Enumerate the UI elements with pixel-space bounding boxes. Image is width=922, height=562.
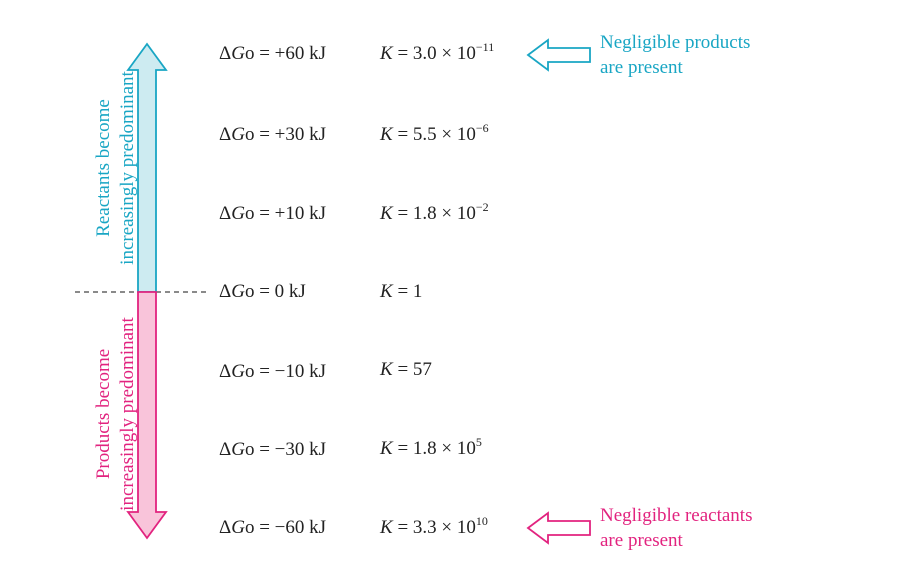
delta-symbol: Δ (219, 124, 232, 145)
k-mantissa: = 3.3 × 10 (397, 517, 476, 538)
g-symbol: G (231, 43, 245, 64)
delta-symbol: Δ (219, 43, 232, 64)
reactants-label-line1: Reactants become (93, 99, 114, 237)
k-row: K = 1 (380, 277, 422, 307)
delta-g-value: = −30 kJ (259, 439, 327, 460)
delta-symbol: Δ (219, 361, 232, 382)
delta-symbol: Δ (219, 281, 232, 302)
delta-g-row: ΔGo = −30 kJ (219, 435, 326, 465)
k-symbol: K (380, 281, 393, 302)
k-exponent: −2 (475, 200, 489, 214)
delta-g-row: ΔGo = 0 kJ (219, 277, 306, 307)
reactants-predominant-label: Reactants become increasingly predominan… (92, 48, 140, 288)
k-row: K = 1.8 × 105 (380, 434, 482, 464)
delta-g-row: ΔGo = +30 kJ (219, 120, 326, 150)
g-symbol: G (231, 281, 245, 302)
delta-g-value: = 0 kJ (259, 281, 306, 302)
g-symbol: G (231, 203, 245, 224)
g-symbol: G (231, 361, 245, 382)
note-bottom-line2: are present (600, 530, 683, 551)
delta-g-value: = +30 kJ (259, 124, 327, 145)
k-exponent: 10 (475, 514, 488, 528)
negligible-reactants-note: Negligible reactants are present (600, 503, 752, 553)
delta-g-row: ΔGo = −10 kJ (219, 357, 326, 387)
negligible-products-note: Negligible products are present (600, 30, 750, 80)
k-row: K = 57 (380, 355, 432, 385)
delta-g-row: ΔGo = +60 kJ (219, 39, 326, 69)
g-symbol: G (231, 517, 245, 538)
k-mantissa: = 1.8 × 10 (397, 438, 476, 459)
k-symbol: K (380, 438, 393, 459)
k-row: K = 3.0 × 10−11 (380, 39, 494, 69)
k-exponent: −11 (475, 40, 495, 54)
standard-symbol: o (244, 124, 255, 145)
products-down-arrow (126, 291, 168, 540)
delta-symbol: Δ (219, 439, 232, 460)
standard-symbol: o (244, 439, 255, 460)
k-symbol: K (380, 517, 393, 538)
note-bottom-line1: Negligible reactants (600, 505, 753, 526)
reactants-up-arrow (126, 42, 168, 293)
note-top-line1: Negligible products (600, 32, 751, 53)
products-label-line2: increasingly predominant (117, 317, 138, 511)
standard-symbol: o (244, 281, 255, 302)
k-row: K = 3.3 × 1010 (380, 513, 488, 543)
negligible-products-arrow (526, 38, 591, 72)
standard-symbol: o (244, 43, 255, 64)
negligible-reactants-arrow (526, 511, 591, 545)
k-symbol: K (380, 124, 393, 145)
k-mantissa: = 57 (397, 359, 432, 380)
note-top-line2: are present (600, 57, 683, 78)
k-row: K = 1.8 × 10−2 (380, 199, 489, 229)
delta-g-row: ΔGo = +10 kJ (219, 199, 326, 229)
delta-g-value: = −10 kJ (259, 361, 327, 382)
k-symbol: K (380, 203, 393, 224)
k-exponent: 5 (475, 435, 482, 449)
delta-g-value: = +60 kJ (259, 43, 327, 64)
standard-symbol: o (244, 203, 255, 224)
k-exponent: −6 (475, 121, 489, 135)
k-mantissa: = 1.8 × 10 (397, 203, 476, 224)
k-row: K = 5.5 × 10−6 (380, 120, 489, 150)
standard-symbol: o (244, 361, 255, 382)
reactants-label-line2: increasingly predominant (117, 71, 138, 265)
delta-symbol: Δ (219, 517, 232, 538)
products-label-line1: Products become (93, 348, 114, 480)
delta-g-row: ΔGo = −60 kJ (219, 513, 326, 543)
delta-g-value: = +10 kJ (259, 203, 327, 224)
k-mantissa: = 3.0 × 10 (397, 43, 476, 64)
k-symbol: K (380, 359, 393, 380)
k-mantissa: = 5.5 × 10 (397, 124, 476, 145)
standard-symbol: o (244, 517, 255, 538)
products-predominant-label: Products become increasingly predominant (92, 294, 140, 534)
g-symbol: G (231, 439, 245, 460)
delta-g-value: = −60 kJ (259, 517, 327, 538)
delta-symbol: Δ (219, 203, 232, 224)
g-symbol: G (231, 124, 245, 145)
k-mantissa: = 1 (397, 281, 423, 302)
k-symbol: K (380, 43, 393, 64)
